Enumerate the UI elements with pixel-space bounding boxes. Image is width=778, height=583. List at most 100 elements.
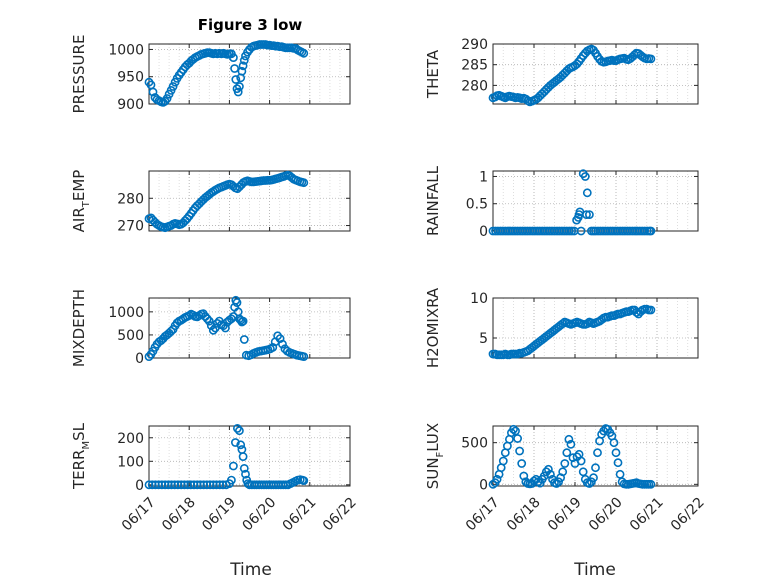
data-point — [564, 434, 574, 444]
x-tick-label: 06/19 — [199, 494, 239, 534]
data-point — [230, 438, 240, 447]
data-point — [582, 319, 592, 328]
data-point — [239, 335, 249, 344]
data-point — [554, 477, 563, 487]
data-point — [204, 316, 214, 326]
data-point — [231, 75, 241, 84]
data-point — [228, 461, 238, 471]
data-point — [166, 326, 176, 336]
data-point — [226, 314, 236, 324]
panel-air_temp: 270 280 AIRTEMP — [70, 170, 351, 235]
series-markers — [144, 423, 309, 490]
x-tick-label: 06/18 — [504, 494, 544, 534]
data-point — [558, 467, 568, 477]
y-tick-label: 0.5 — [466, 197, 488, 213]
x-tick-label: 06/21 — [280, 494, 320, 534]
y-axis-label: SUNFLUX — [424, 423, 446, 489]
panel-mixdepth: 0 500 1000 MIXDEPTH — [70, 289, 351, 367]
y-tick-label: 270 — [117, 219, 144, 235]
data-point — [566, 439, 576, 449]
series-markers — [144, 40, 309, 107]
data-point — [513, 434, 522, 443]
y-tick-label: 285 — [461, 58, 488, 74]
x-tick-label: 06/20 — [586, 494, 626, 534]
panel-sun_flux: 0 500 06/17 06/18 06/19 06/20 06/21 06/22 SUNFLU… — [424, 423, 708, 534]
data-point — [241, 469, 250, 479]
data-point — [299, 48, 309, 58]
panel-pressure: 900 950 1000 PRESSURE — [70, 35, 351, 114]
y-axis-label: AIRTEMP — [70, 170, 92, 233]
data-point — [517, 459, 527, 468]
data-point — [582, 188, 592, 198]
x-tick-label: 06/19 — [545, 494, 585, 534]
y-axis-label: PRESSURE — [70, 35, 88, 114]
panel-rainfall: 0 0.5 1 RAINFALL — [424, 165, 699, 240]
data-point — [239, 463, 249, 473]
y-tick-label: 0 — [479, 224, 488, 240]
panel-terr_msl: 0 100 200 06/17 06/18 06/19 06/20 06/21 06/22 TER… — [70, 422, 360, 534]
data-point — [558, 319, 568, 328]
data-point — [546, 469, 555, 479]
series-markers — [488, 424, 656, 489]
x-tick-label: 06/22 — [320, 494, 360, 534]
x-tick-label: 06/17 — [119, 494, 159, 534]
series-markers — [488, 44, 656, 107]
series-markers — [144, 295, 309, 361]
data-point — [646, 54, 656, 64]
x-tick-label: 06/21 — [627, 494, 667, 534]
data-point — [593, 448, 602, 458]
data-point — [228, 53, 238, 62]
y-tick-label: 500 — [117, 328, 144, 344]
y-tick-label: 280 — [117, 191, 144, 207]
y-tick-label: 290 — [461, 37, 488, 53]
data-point — [162, 94, 172, 103]
y-axis-label: THETA — [424, 49, 442, 99]
y-tick-label: 1000 — [108, 305, 144, 321]
data-point — [509, 424, 518, 434]
data-point — [585, 210, 594, 219]
data-point — [238, 61, 248, 71]
y-tick-label: 0 — [135, 351, 144, 367]
data-point — [511, 426, 520, 436]
data-point — [560, 459, 570, 468]
data-point — [589, 473, 598, 483]
axes-frame — [492, 425, 699, 487]
data-point — [613, 458, 623, 468]
data-point — [576, 456, 586, 466]
data-point — [232, 298, 242, 307]
y-axis-label: H2OMIXRA — [424, 287, 442, 368]
data-point — [582, 210, 591, 219]
data-point — [236, 440, 246, 450]
y-tick-label: 900 — [117, 97, 144, 113]
data-point — [144, 352, 154, 361]
data-point — [232, 423, 242, 433]
data-point — [233, 87, 243, 97]
data-point — [226, 475, 236, 485]
y-tick-label: 950 — [117, 70, 144, 86]
x-axis-label-left: Time — [229, 560, 272, 580]
y-tick-label: 0 — [479, 477, 488, 493]
data-point — [234, 426, 244, 436]
data-point — [544, 464, 553, 474]
data-point — [576, 226, 586, 236]
data-point — [239, 56, 249, 65]
x-tick-label: 06/17 — [463, 494, 503, 534]
axes-frame — [492, 43, 699, 105]
x-tick-label: 06/20 — [240, 494, 280, 534]
data-point — [611, 448, 621, 458]
data-point — [578, 467, 588, 477]
data-point — [591, 463, 600, 473]
series-markers — [488, 304, 656, 360]
data-point — [202, 314, 212, 324]
data-point — [238, 452, 248, 461]
data-point — [498, 456, 508, 466]
data-point — [573, 212, 583, 222]
y-axis-label: TERRMSL — [70, 422, 92, 490]
axes-frame — [148, 425, 351, 487]
data-point — [572, 59, 582, 69]
data-point — [278, 339, 287, 349]
data-point — [515, 446, 524, 456]
y-tick-label: 10 — [470, 291, 488, 307]
data-point — [230, 64, 239, 73]
axes-frame — [148, 170, 351, 232]
